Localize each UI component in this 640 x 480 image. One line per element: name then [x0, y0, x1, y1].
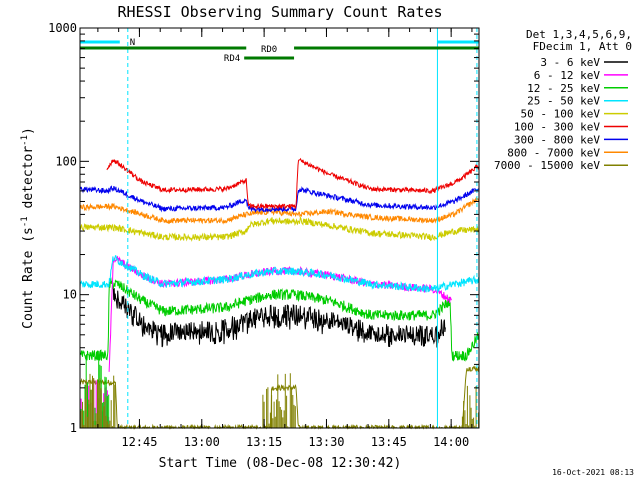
y-axis-label-main: Count Rate (s	[21, 227, 36, 329]
series-line-s100300	[106, 157, 480, 211]
x-axis-label: Start Time (08-Dec-08 12:30:42)	[159, 456, 402, 471]
legend-label-s8007000: 800 - 7000 keV	[507, 146, 600, 159]
series-chatter-s700015000-1	[262, 373, 296, 428]
x-tick-label: 14:00	[433, 435, 469, 449]
rd4-label: RD4	[224, 54, 240, 64]
series-line-s50100	[79, 215, 479, 242]
x-tick-label: 13:00	[184, 435, 220, 449]
y-axis-label-exp2: -1	[20, 135, 30, 146]
legend-label-s1225: 12 - 25 keV	[527, 82, 600, 95]
legend-label-s300800: 300 - 800 keV	[514, 133, 600, 146]
legend-label-s100300: 100 - 300 keV	[514, 121, 600, 134]
x-tick-label: 12:45	[121, 435, 157, 449]
series-line-s8007000	[79, 196, 479, 225]
legend: Det 1,3,4,5,6,9,FDecim 1, Att 0 3 - 6 keV…	[494, 28, 632, 172]
saa-label: N	[130, 38, 135, 48]
rd0-label: RD0	[261, 45, 277, 55]
y-tick-label: 100	[55, 154, 77, 168]
legend-label-s36: 3 - 6 keV	[540, 56, 600, 69]
axis-layer: 1 10 100 1000 12:45 13:00 13:15 13:30 13:45 14:00	[48, 21, 479, 449]
y-axis-label-exp1: -1	[20, 216, 30, 227]
x-tick-label: 13:45	[371, 435, 407, 449]
footer-timestamp: 16-Oct-2021 08:13	[552, 468, 634, 477]
series-layer	[79, 157, 480, 430]
series-chatter-s1225-0	[79, 350, 110, 428]
series-line-s36	[112, 286, 446, 348]
y-tick-label: 10	[63, 288, 77, 302]
overlay-layer: N RD0 RD4	[79, 28, 479, 428]
series-line-s2550	[79, 255, 479, 293]
legend-label-s50100: 50 - 100 keV	[521, 108, 601, 121]
legend-header-line: Det 1,3,4,5,6,9,	[526, 28, 632, 41]
plot-frame	[79, 27, 480, 429]
y-tick-label: 1	[70, 421, 77, 435]
legend-header-line: FDecim 1, Att 0	[533, 40, 632, 53]
y-axis-label-end: )	[21, 127, 36, 135]
legend-label-s700015000: 7000 - 15000 keV	[494, 159, 600, 172]
y-axis-label: Count Rate (s-1 detector-1)	[20, 127, 36, 329]
legend-label-s2550: 25 - 50 keV	[527, 95, 600, 108]
y-axis-label-mid: detector	[21, 146, 36, 217]
x-tick-label: 13:30	[308, 435, 344, 449]
legend-label-s612: 6 - 12 keV	[534, 69, 601, 82]
y-tick-label: 1000	[48, 21, 77, 35]
series-chatter-s612-0	[79, 379, 110, 428]
series-line-s1225	[79, 277, 479, 362]
chart-title: RHESSI Observing Summary Count Rates	[117, 3, 442, 21]
series-line-s300800	[79, 185, 479, 214]
x-tick-label: 13:15	[246, 435, 282, 449]
